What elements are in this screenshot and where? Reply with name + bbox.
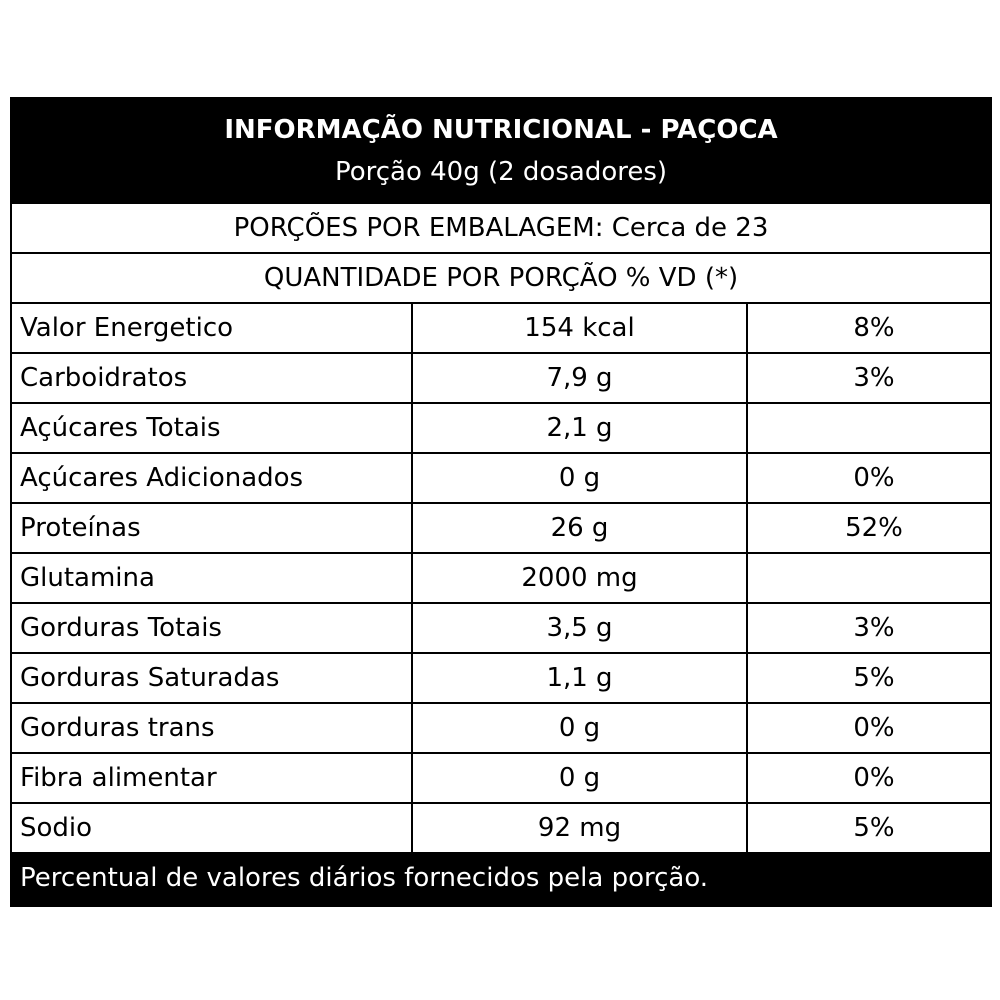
table-row: Valor Energetico 154 kcal 8% [12,302,990,352]
table-row: Açúcares Totais 2,1 g [12,402,990,452]
daily-value: 0% [853,713,895,743]
nutrient-name: Fibra alimentar [12,754,413,802]
nutrient-amount: 2,1 g [413,404,748,452]
nutrient-name: Gorduras Totais [12,604,413,652]
table-row: Gorduras Totais 3,5 g 3% [12,602,990,652]
nutrient-amount: 2000 mg [413,554,748,602]
footnote: Percentual de valores diários fornecidos… [12,852,990,905]
nutrient-amount: 1,1 g [413,654,748,702]
servings-per-package: PORÇÕES POR EMBALAGEM: Cerca de 23 [12,202,990,252]
daily-value: 8% [853,313,895,343]
daily-value: 3% [853,613,895,643]
nutrient-name: Açúcares Adicionados [12,454,413,502]
nutrient-amount: 3,5 g [413,604,748,652]
daily-value: 52% [845,513,903,543]
daily-value: 5% [853,813,895,843]
table-header: INFORMAÇÃO NUTRICIONAL - PAÇOCA Porção 4… [12,99,990,202]
table-row: Açúcares Adicionados 0 g 0% [12,452,990,502]
nutrient-amount: 0 g [413,454,748,502]
nutrient-name: Glutamina [12,554,413,602]
table-row: Gorduras Saturadas 1,1 g 5% [12,652,990,702]
daily-value: 3% [853,363,895,393]
nutrient-name: Gorduras Saturadas [12,654,413,702]
table-row: Glutamina 2000 mg [12,552,990,602]
daily-value: 0% [853,763,895,793]
nutrient-name: Açúcares Totais [12,404,413,452]
serving-size: Porção 40g (2 dosadores) [334,157,668,187]
table-row: Gorduras trans 0 g 0% [12,702,990,752]
table-title: INFORMAÇÃO NUTRICIONAL - PAÇOCA [224,115,778,145]
nutrient-amount: 7,9 g [413,354,748,402]
table-row: Carboidratos 7,9 g 3% [12,352,990,402]
nutrient-amount: 0 g [413,754,748,802]
daily-value [748,404,990,452]
daily-value: 5% [853,663,895,693]
nutrient-name: Gorduras trans [12,704,413,752]
quantity-header: QUANTIDADE POR PORÇÃO % VD (*) [12,252,990,302]
table-row: Sodio 92 mg 5% [12,802,990,852]
nutrient-amount: 26 g [413,504,748,552]
table-row: Fibra alimentar 0 g 0% [12,752,990,802]
daily-value [748,554,990,602]
nutrient-name: Proteínas [12,504,413,552]
nutrient-amount: 154 kcal [413,304,748,352]
nutrient-amount: 92 mg [413,804,748,852]
nutrient-name: Sodio [12,804,413,852]
nutrient-name: Carboidratos [12,354,413,402]
nutrient-amount: 0 g [413,704,748,752]
table-row: Proteínas 26 g 52% [12,502,990,552]
nutrition-table: INFORMAÇÃO NUTRICIONAL - PAÇOCA Porção 4… [10,97,992,907]
nutrient-name: Valor Energetico [12,304,413,352]
daily-value: 0% [853,463,895,493]
